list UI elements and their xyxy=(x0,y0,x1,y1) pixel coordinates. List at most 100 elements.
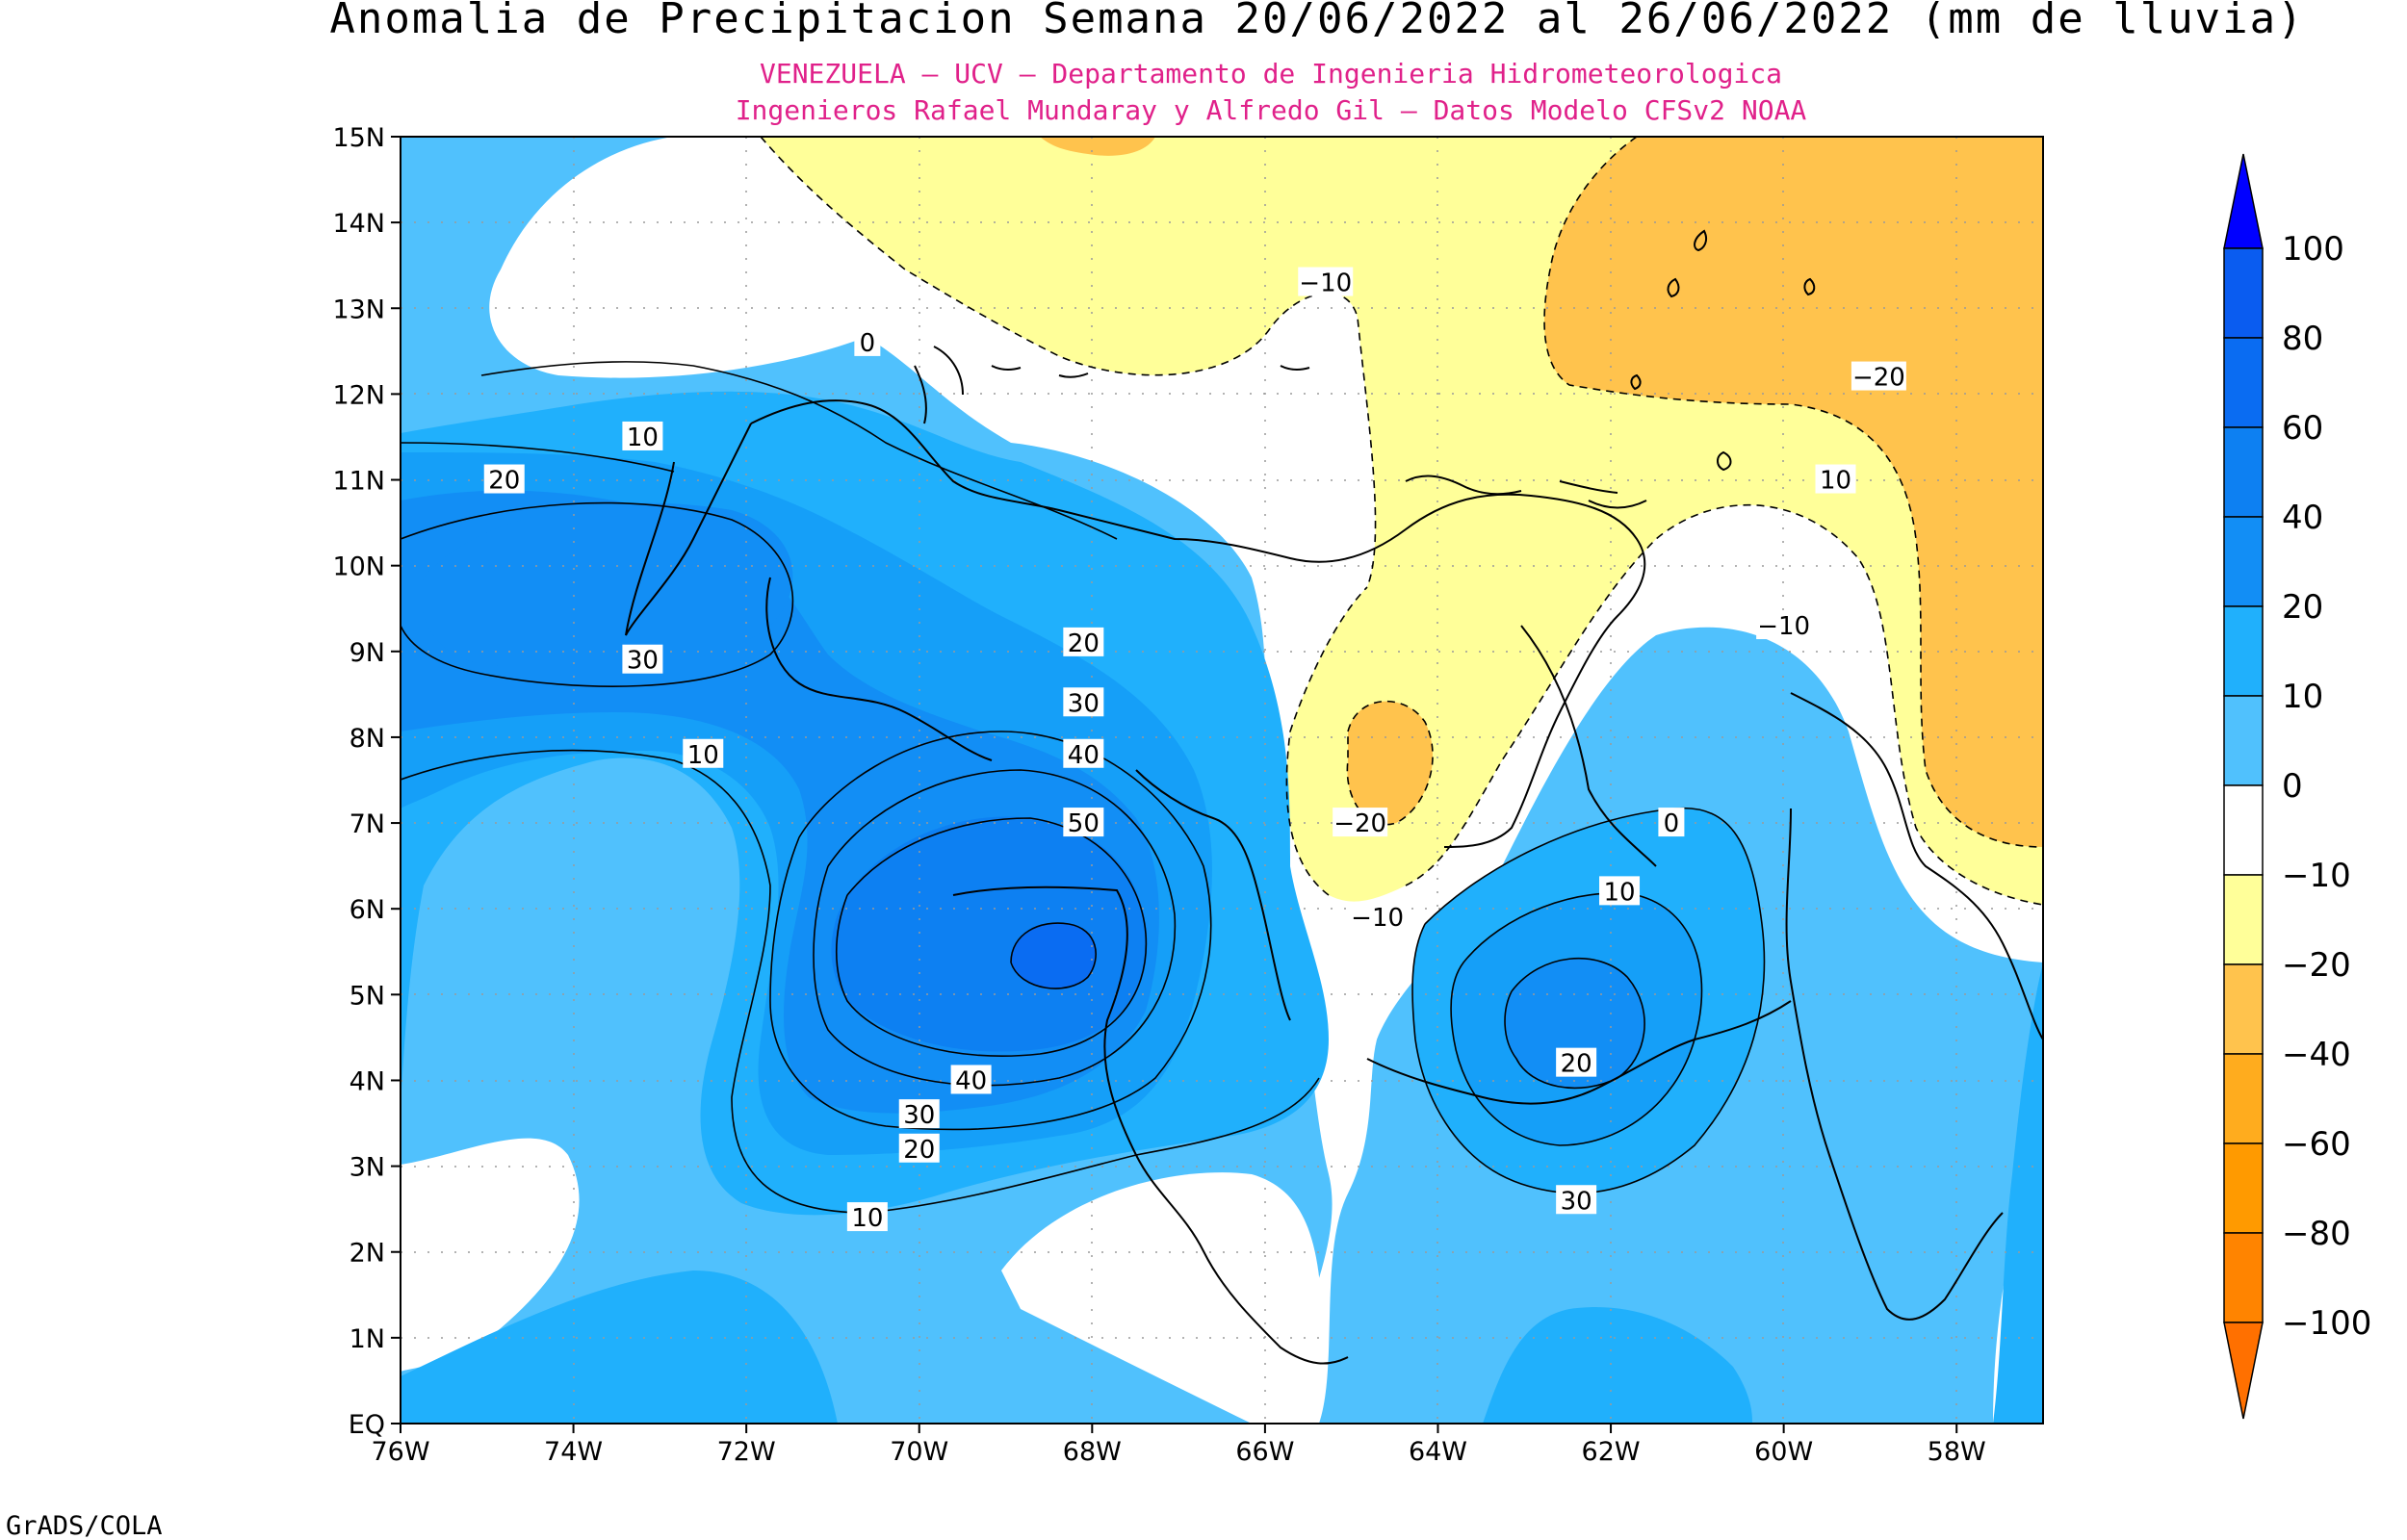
contour-label: −10 xyxy=(1351,904,1404,933)
anomaly-region-neg40-neg20-ne xyxy=(1544,137,2043,847)
contour-label-bg xyxy=(1658,808,1685,837)
anomaly-region-neg40-neg20-c xyxy=(1347,701,1434,825)
y-tick-label: 9N xyxy=(349,638,385,668)
colorbar-label: 40 xyxy=(2282,499,2323,537)
contour-label-bg xyxy=(1599,876,1641,906)
x-tick-label: 64W xyxy=(1409,1437,1467,1467)
y-tick-label: 14N xyxy=(332,209,385,239)
contour-label-bg xyxy=(1063,627,1104,656)
y-tick-label: 12N xyxy=(332,380,385,410)
contour-label: 30 xyxy=(903,1101,935,1130)
colorbar-swatch xyxy=(2223,1053,2264,1144)
x-tick-label: 60W xyxy=(1754,1437,1813,1467)
colorbar-label: 60 xyxy=(2282,409,2323,448)
contour-label-bg xyxy=(898,1133,940,1163)
x-tick-label: 72W xyxy=(717,1437,776,1467)
anomaly-region-neg10-0-sw xyxy=(401,1138,580,1372)
colorbar-label: 20 xyxy=(2282,588,2323,627)
y-tick-label: 15N xyxy=(332,123,385,153)
anomaly-region-30-40-east xyxy=(1505,958,1645,1089)
colorbar-arrow-bottom xyxy=(2223,1322,2264,1420)
contour-label-bg xyxy=(1851,361,1906,391)
colorbar-label: −100 xyxy=(2282,1304,2371,1343)
y-tick-label: 1N xyxy=(349,1324,385,1354)
x-tick-label: 70W xyxy=(890,1437,948,1467)
contour-label: 20 xyxy=(903,1136,935,1165)
contour-label: 30 xyxy=(1561,1187,1592,1216)
contour-label: 10 xyxy=(851,1204,883,1233)
y-tick-label: 11N xyxy=(332,467,385,497)
contour-label-bg xyxy=(846,1202,888,1232)
contour-label: 10 xyxy=(627,424,659,452)
x-tick-label: 68W xyxy=(1063,1437,1122,1467)
contour-label: 50 xyxy=(1068,809,1100,838)
y-tick-label: 2N xyxy=(349,1239,385,1269)
contour-label: 30 xyxy=(627,647,659,676)
contour-labels: 0 10 20 30 10 20 30 40 50 10 20 30 40 −10 −20 −10 −20 −10… xyxy=(483,267,1906,1233)
colorbar-swatch xyxy=(2223,784,2264,876)
x-tick-label: 74W xyxy=(544,1437,603,1467)
chart-subtitle-2: Ingenieros Rafael Mundaray y Alfredo Gil… xyxy=(736,94,1807,126)
contour-label: 20 xyxy=(1068,629,1100,658)
contour-label-bg xyxy=(1815,464,1856,494)
contour-label: 20 xyxy=(1561,1050,1592,1079)
x-tick-label: 58W xyxy=(1928,1437,1986,1467)
colorbar-swatch xyxy=(2223,1142,2264,1234)
map-frame xyxy=(400,136,2044,1424)
chart-subtitle-1: VENEZUELA — UCV — Departamento de Ingeni… xyxy=(760,58,1782,90)
colorbar-label: 80 xyxy=(2282,320,2323,358)
contour-label: 40 xyxy=(1068,741,1100,770)
footer-credit: GrADS/COLA xyxy=(6,1511,163,1540)
contour-label-bg xyxy=(950,1065,992,1094)
x-tick-label: 66W xyxy=(1235,1437,1294,1467)
colorbar-arrow-top xyxy=(2223,153,2264,249)
x-axis: 76W 74W 72W 70W 68W 66W 64W 62W 60W 58W xyxy=(371,1424,1986,1467)
contour-label-bg xyxy=(1756,610,1812,640)
anomaly-region-neg10-0-s xyxy=(1001,1172,1323,1424)
contour-label-bg xyxy=(1063,738,1104,768)
contour-label-bg xyxy=(898,1099,940,1129)
y-tick-label: 7N xyxy=(349,809,385,839)
contour-label-bg xyxy=(854,326,881,356)
colorbar-label: −80 xyxy=(2282,1215,2351,1253)
contour-label-bg xyxy=(1556,1185,1597,1215)
colorbar-swatch xyxy=(2223,337,2264,428)
contour-label-bg xyxy=(1298,267,1354,296)
contour-label: 10 xyxy=(1820,467,1851,496)
contour-label: 20 xyxy=(488,467,520,496)
colorbar-swatch xyxy=(2223,605,2264,697)
contour-label: −20 xyxy=(1852,364,1905,393)
contour-label-bg xyxy=(1063,687,1104,717)
colorbar-label: 0 xyxy=(2282,767,2303,806)
colorbar-swatch xyxy=(2223,516,2264,607)
contour-label: −20 xyxy=(1333,809,1386,838)
contour-label: 0 xyxy=(860,329,876,358)
colorbar-swatch xyxy=(2223,874,2264,965)
x-tick-label: 76W xyxy=(371,1437,429,1467)
contour-label: 10 xyxy=(687,741,719,770)
colorbar-label: −10 xyxy=(2282,857,2351,895)
contour-label-bg xyxy=(1350,902,1406,932)
contour-label: 40 xyxy=(955,1066,987,1095)
contour-label: −10 xyxy=(1757,612,1810,641)
colorbar-swatch xyxy=(2223,426,2264,518)
y-tick-label: 10N xyxy=(332,552,385,582)
contour-label-bg xyxy=(622,421,663,450)
contour-label-bg xyxy=(1556,1047,1597,1077)
contour-label-bg xyxy=(1063,808,1104,837)
y-tick-label: 13N xyxy=(332,295,385,324)
y-tick-label: 6N xyxy=(349,895,385,925)
contour-label: 0 xyxy=(1664,809,1680,838)
contour-label: −10 xyxy=(1299,270,1352,298)
colorbar-swatch xyxy=(2223,695,2264,786)
coastline-and-borders xyxy=(625,229,2043,1365)
y-tick-label: EQ xyxy=(349,1410,385,1440)
y-axis: EQ 1N 2N 3N 4N 5N 6N 7N 8N 9N 10N 11N 12N 13N 14N 15N xyxy=(332,123,401,1440)
contour-label-bg xyxy=(1333,808,1388,837)
colorbar-swatch xyxy=(2223,963,2264,1055)
negative-contour-lines xyxy=(760,137,2043,906)
contour-label: 30 xyxy=(1068,689,1100,718)
colorbar-label: −20 xyxy=(2282,946,2351,985)
